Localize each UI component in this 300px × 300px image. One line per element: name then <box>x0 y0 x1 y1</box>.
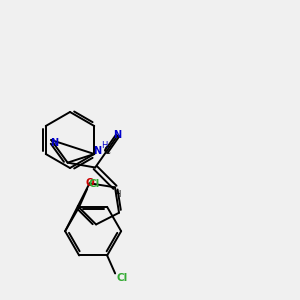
Text: H: H <box>114 190 120 199</box>
Text: H: H <box>101 142 107 151</box>
Text: N: N <box>50 138 58 148</box>
Text: Cl: Cl <box>116 273 128 284</box>
Text: O: O <box>85 178 94 188</box>
Text: N: N <box>93 146 101 156</box>
Text: Cl: Cl <box>88 179 100 189</box>
Text: N: N <box>114 130 122 140</box>
Text: C: C <box>103 146 110 157</box>
